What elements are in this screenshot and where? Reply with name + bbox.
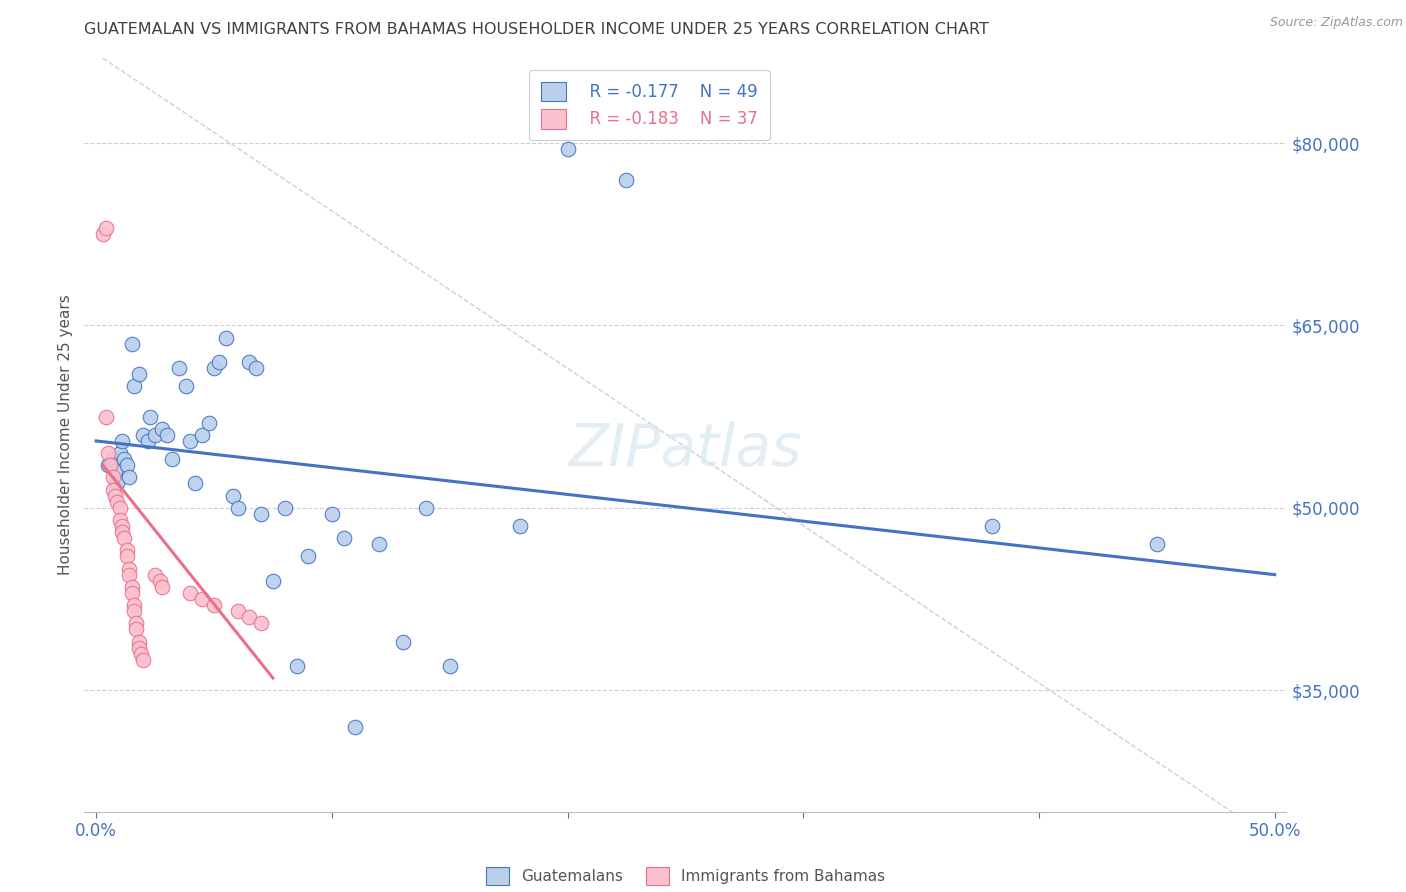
Point bbox=[118, 567, 141, 582]
Point bbox=[101, 452, 124, 467]
Point bbox=[121, 336, 143, 351]
Point bbox=[111, 519, 134, 533]
Point bbox=[115, 543, 138, 558]
Point bbox=[122, 604, 145, 618]
Point bbox=[226, 500, 249, 515]
Point bbox=[616, 172, 638, 186]
Point bbox=[108, 513, 131, 527]
Point bbox=[297, 549, 319, 564]
Point bbox=[111, 434, 134, 448]
Point bbox=[238, 610, 260, 624]
Point bbox=[150, 422, 173, 436]
Text: ZIPatlas: ZIPatlas bbox=[568, 421, 803, 478]
Point bbox=[111, 525, 134, 540]
Point bbox=[215, 330, 238, 344]
Point bbox=[184, 476, 207, 491]
Point bbox=[439, 658, 461, 673]
Point bbox=[332, 531, 354, 545]
Point bbox=[125, 616, 148, 631]
Point bbox=[143, 567, 166, 582]
Point bbox=[91, 227, 114, 242]
Point bbox=[97, 458, 120, 473]
Point bbox=[143, 427, 166, 442]
Point bbox=[105, 476, 128, 491]
Point bbox=[160, 452, 183, 467]
Point bbox=[509, 519, 531, 533]
Point bbox=[114, 452, 135, 467]
Point bbox=[391, 634, 413, 648]
Point bbox=[128, 367, 150, 381]
Point bbox=[208, 355, 231, 369]
Point bbox=[149, 574, 172, 588]
Y-axis label: Householder Income Under 25 years: Householder Income Under 25 years bbox=[58, 294, 73, 575]
Point bbox=[128, 634, 150, 648]
Point bbox=[191, 427, 214, 442]
Point bbox=[129, 647, 152, 661]
Point bbox=[122, 379, 145, 393]
Point bbox=[226, 604, 249, 618]
Point bbox=[97, 446, 120, 460]
Point bbox=[202, 361, 225, 376]
Point bbox=[104, 489, 127, 503]
Point bbox=[156, 427, 179, 442]
Point bbox=[150, 580, 173, 594]
Point bbox=[415, 500, 437, 515]
Point bbox=[108, 500, 131, 515]
Point bbox=[136, 434, 159, 448]
Text: Source: ZipAtlas.com: Source: ZipAtlas.com bbox=[1270, 16, 1403, 29]
Point bbox=[179, 586, 201, 600]
Point bbox=[132, 653, 155, 667]
Legend: Guatemalans, Immigrants from Bahamas: Guatemalans, Immigrants from Bahamas bbox=[479, 861, 891, 891]
Point bbox=[250, 507, 273, 521]
Point bbox=[101, 483, 124, 497]
Point bbox=[94, 221, 117, 235]
Point bbox=[132, 427, 155, 442]
Point bbox=[191, 591, 214, 606]
Point bbox=[344, 720, 367, 734]
Point bbox=[94, 409, 117, 424]
Point bbox=[122, 598, 145, 612]
Point bbox=[179, 434, 201, 448]
Point bbox=[104, 464, 127, 478]
Point bbox=[167, 361, 190, 376]
Point bbox=[121, 580, 143, 594]
Point bbox=[108, 446, 131, 460]
Point bbox=[238, 355, 260, 369]
Point bbox=[1146, 537, 1168, 551]
Point bbox=[250, 616, 273, 631]
Point bbox=[980, 519, 1002, 533]
Point bbox=[368, 537, 391, 551]
Point bbox=[245, 361, 267, 376]
Point bbox=[262, 574, 284, 588]
Point bbox=[174, 379, 197, 393]
Point bbox=[115, 549, 138, 564]
Point bbox=[198, 416, 221, 430]
Point bbox=[557, 142, 579, 156]
Point bbox=[105, 494, 128, 508]
Point bbox=[115, 458, 138, 473]
Point bbox=[114, 531, 135, 545]
Text: GUATEMALAN VS IMMIGRANTS FROM BAHAMAS HOUSEHOLDER INCOME UNDER 25 YEARS CORRELAT: GUATEMALAN VS IMMIGRANTS FROM BAHAMAS HO… bbox=[84, 22, 990, 37]
Point bbox=[101, 470, 124, 484]
Point bbox=[222, 489, 245, 503]
Point bbox=[285, 658, 308, 673]
Point bbox=[202, 598, 225, 612]
Point bbox=[118, 470, 141, 484]
Point bbox=[321, 507, 343, 521]
Point bbox=[98, 458, 121, 473]
Point bbox=[274, 500, 297, 515]
Point bbox=[139, 409, 162, 424]
Point bbox=[125, 623, 148, 637]
Point bbox=[128, 640, 150, 655]
Point bbox=[121, 586, 143, 600]
Point bbox=[118, 561, 141, 575]
